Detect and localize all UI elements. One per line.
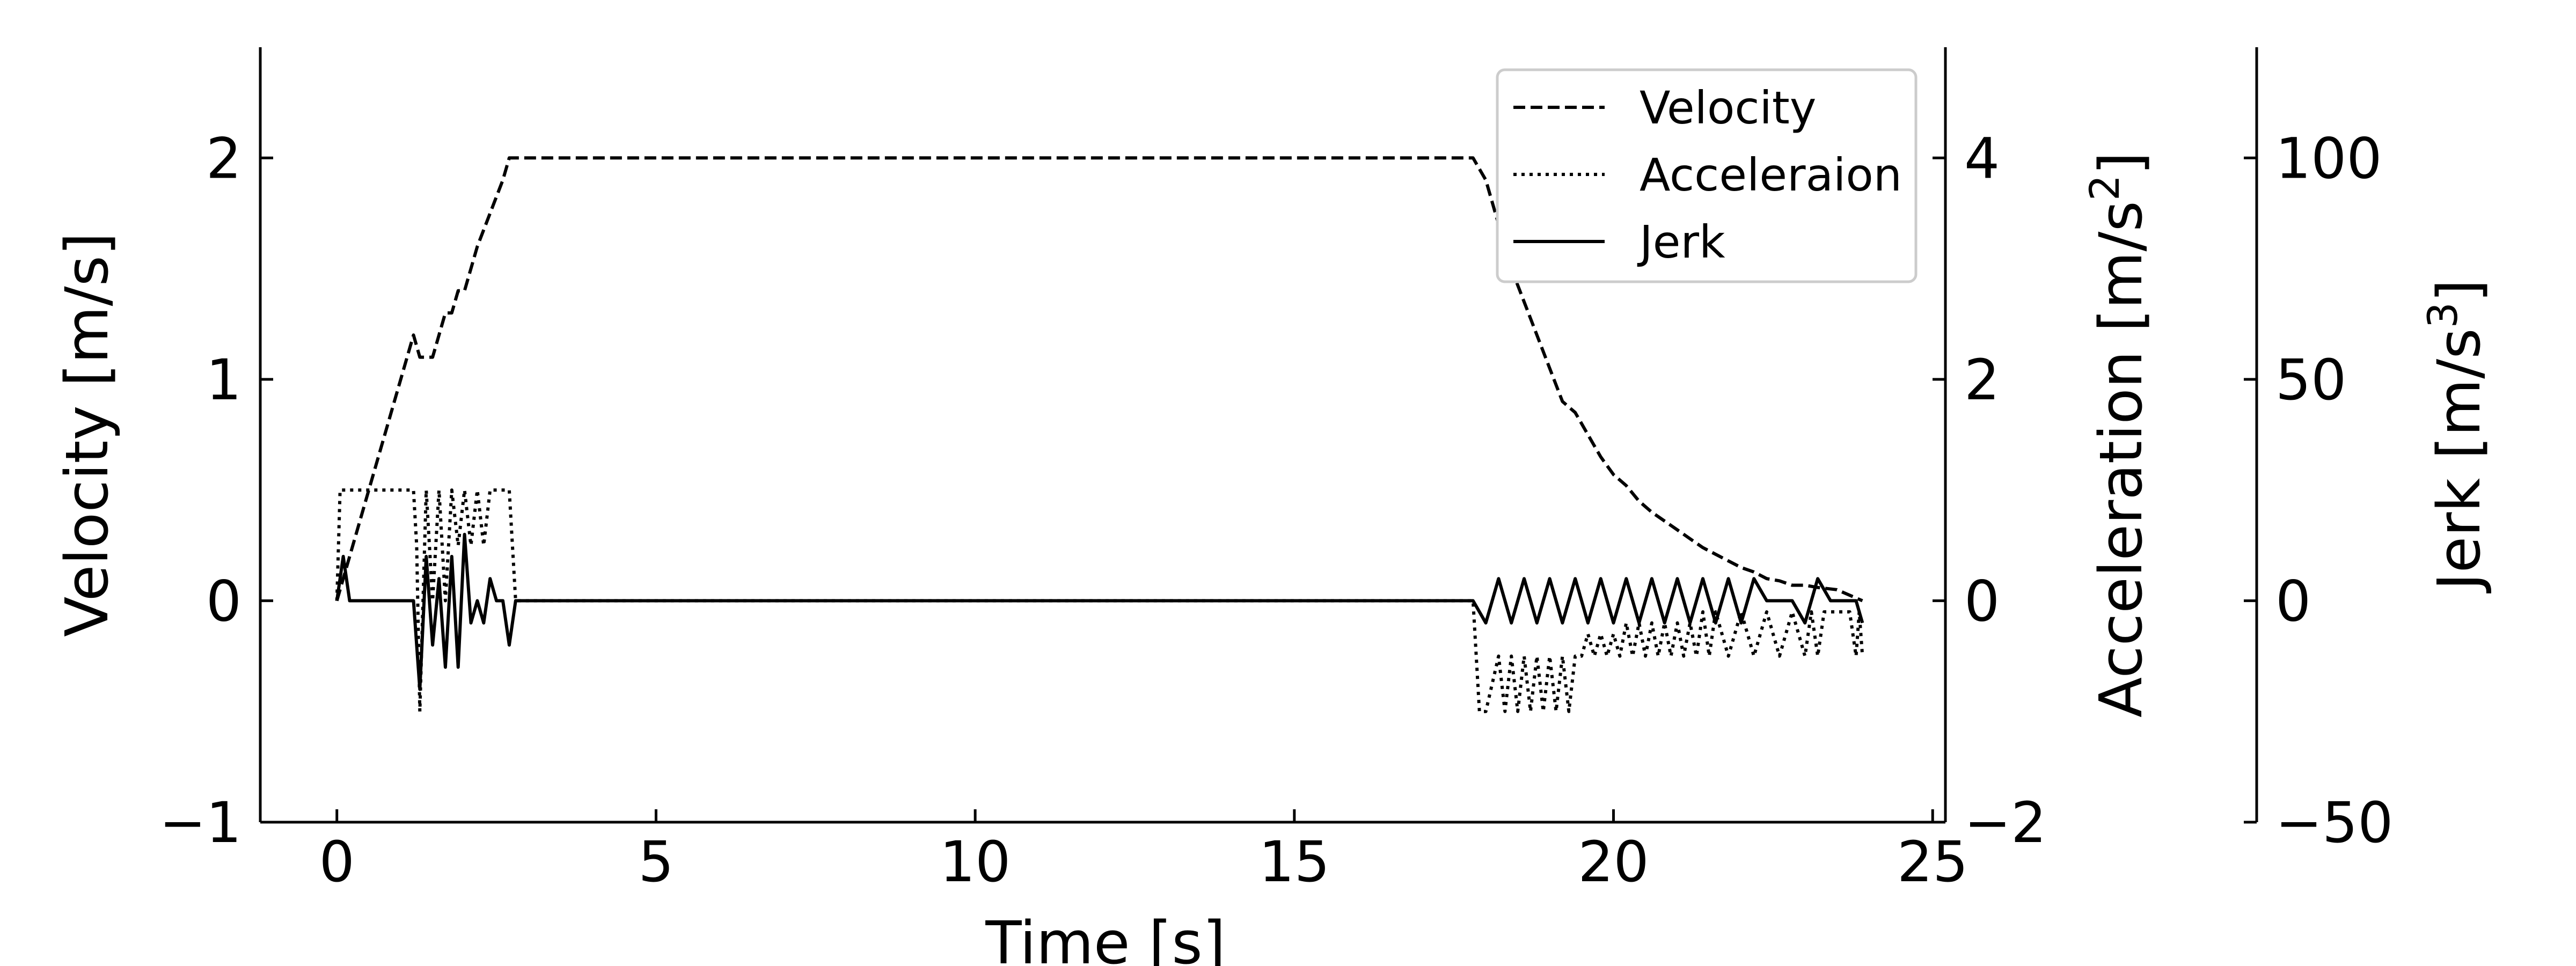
velocity-tick-label: 1	[206, 347, 241, 413]
series-acceleraion	[335, 488, 1864, 713]
x-tick-label: 15	[1259, 829, 1330, 895]
series-layer	[335, 156, 1864, 713]
legend-frame	[1496, 68, 1918, 283]
acceleration-label-main: Acceleration [m/s	[2087, 201, 2155, 718]
velocity-tick-label: 0	[206, 568, 241, 634]
legend: Velocity Acceleraion Jerk	[1496, 68, 1918, 283]
x-tick-label: 0	[319, 829, 355, 895]
velocity-tick-label: 2	[206, 126, 241, 191]
acceleration-tick-label: −2	[1964, 790, 2046, 855]
jerk-tick-label: 50	[2275, 347, 2346, 413]
tick-layer: 0 5 10 15 20 25 −1 0 1 2 −2 0 2 4 −50 0 50 100	[159, 126, 2394, 895]
jerk-label-end: ]	[2425, 279, 2493, 302]
jerk-axis-label: Jerk [m/s3]	[2419, 279, 2493, 594]
series-velocity	[335, 156, 1863, 603]
jerk-label-main: Jerk [m/s	[2425, 328, 2493, 593]
acceleration-tick-label: 0	[1964, 568, 2000, 634]
jerk-tick-label: 100	[2275, 126, 2382, 191]
x-tick-label: 20	[1578, 829, 1649, 895]
jerk-label-sup: 3	[2419, 302, 2467, 328]
acceleration-tick-label: 4	[1964, 126, 2000, 191]
x-axis-label: Time [s]	[985, 909, 1225, 966]
acceleration-tick-label: 2	[1964, 347, 2000, 413]
jerk-tick-label: −50	[2275, 790, 2393, 855]
series-jerk	[335, 532, 1864, 691]
x-tick-label: 10	[940, 829, 1011, 895]
acceleration-axis-label: Acceleration [m/s2]	[2081, 152, 2155, 718]
legend-label-acceleration: Acceleraion	[1640, 149, 1902, 201]
velocity-tick-label: −1	[159, 790, 241, 855]
acceleration-label-sup: 2	[2081, 175, 2128, 201]
x-tick-label: 25	[1897, 829, 1968, 895]
legend-label-velocity: Velocity	[1640, 82, 1817, 134]
legend-label-jerk: Jerk	[1637, 216, 1725, 268]
jerk-tick-label: 0	[2275, 568, 2311, 634]
x-tick-label: 5	[638, 829, 674, 895]
acceleration-label-end: ]	[2087, 152, 2155, 175]
velocity-axis-label: Velocity [m/s]	[53, 232, 121, 637]
axis-spines	[259, 47, 2258, 824]
